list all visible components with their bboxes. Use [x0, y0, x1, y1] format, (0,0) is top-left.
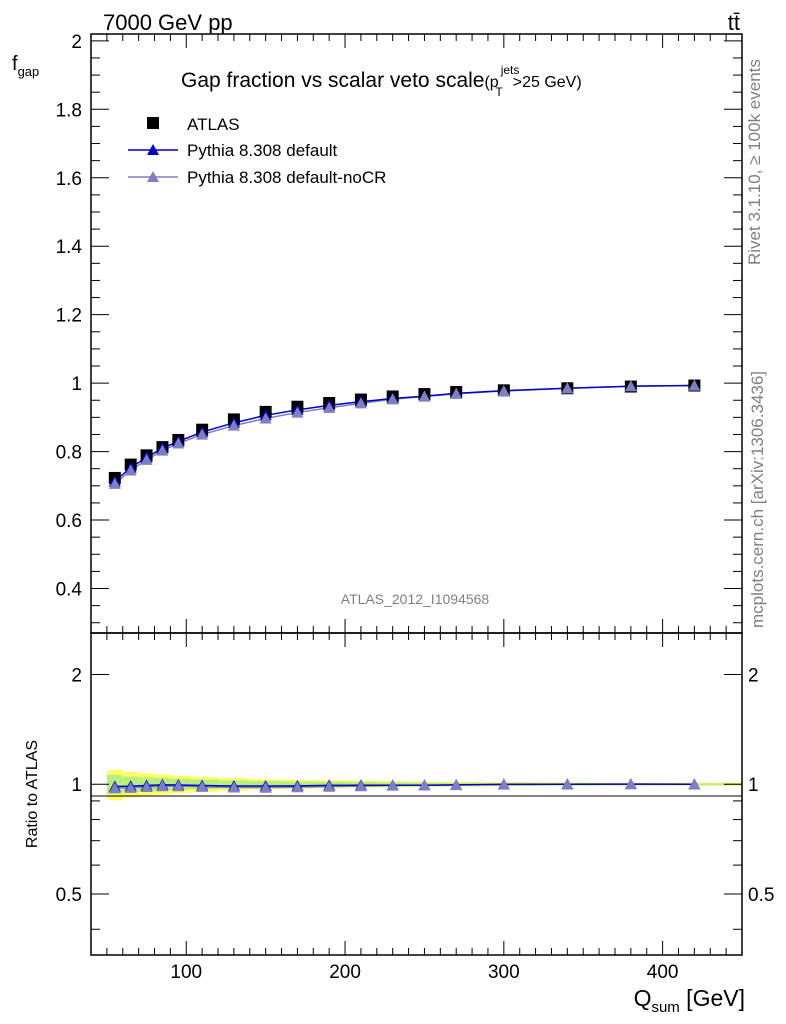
- ratio-y-label: Ratio to ATLAS: [24, 740, 41, 848]
- ratio-marker-nocr: [156, 780, 169, 792]
- main-y-label-sub: gap: [18, 64, 40, 79]
- series-marker-nocr: [561, 382, 574, 394]
- main-y-tick-label: 0.8: [56, 443, 82, 464]
- series-marker-nocr: [450, 387, 463, 399]
- ratio-marker-nocr: [291, 781, 304, 793]
- main-y-tick-label: 1.2: [56, 306, 82, 327]
- main-y-axis: 0.4 0.6 0.8 1 1.2 1.4 1.6 1.8 2: [56, 32, 742, 624]
- main-y-tick-label: 1.8: [56, 100, 82, 121]
- series-marker-nocr: [354, 397, 367, 409]
- chart-title-prefix: (p: [484, 74, 498, 91]
- ratio-marker-nocr: [124, 781, 137, 793]
- main-y-tick-label: 0.4: [56, 580, 83, 601]
- ratio-marker-nocr: [323, 780, 336, 792]
- series-marker-nocr: [124, 464, 137, 476]
- x-axis-label-main: Q: [634, 985, 652, 1011]
- process-label: tt̄: [728, 10, 740, 35]
- ratio-marker-nocr: [227, 781, 240, 793]
- series-marker-nocr: [172, 437, 185, 449]
- source-label: mcplots.cern.ch [arXiv:1306.3436]: [748, 371, 767, 628]
- legend-marker-nocr: [147, 171, 159, 182]
- energy-label: 7000 GeV pp: [103, 10, 233, 35]
- x-axis-label-sub: sum: [651, 999, 679, 1016]
- ratio-marker-nocr: [386, 779, 399, 791]
- series-marker-nocr: [688, 379, 701, 391]
- x-tick-label: 200: [329, 962, 361, 983]
- series-marker-nocr: [497, 385, 510, 397]
- legend-label-default: Pythia 8.308 default: [187, 141, 338, 160]
- series-marker-nocr: [108, 477, 121, 489]
- main-x-ticks: [106, 34, 743, 633]
- ratio-y-tick-label: 1: [71, 775, 82, 796]
- main-panel: 0.4 0.6 0.8 1 1.2 1.4 1.6 1.8 2 Gap fraction vs …: [12, 32, 743, 634]
- ratio-marker-nocr: [108, 782, 121, 794]
- ratio-marker-nocr: [418, 779, 431, 791]
- series-marker-nocr: [386, 393, 399, 405]
- main-y-tick-label: 1: [71, 374, 82, 395]
- ratio-y-tick-label-right: 1: [748, 775, 759, 796]
- x-tick-label: 300: [488, 962, 520, 983]
- chart-title-suffix: >25 GeV): [513, 74, 582, 91]
- main-y-tick-label: 0.6: [56, 511, 82, 532]
- series-marker-nocr: [624, 380, 637, 392]
- x-tick-label: 400: [647, 962, 679, 983]
- main-y-tick-label: 2: [71, 32, 82, 53]
- ratio-marker-nocr: [196, 780, 209, 792]
- series-marker-nocr: [259, 412, 272, 424]
- x-axis-label: Qsum [GeV]: [634, 985, 745, 1016]
- ratio-series: [108, 778, 701, 794]
- legend: ATLAS Pythia 8.308 default Pythia 8.308 …: [128, 115, 386, 187]
- series-marker-nocr: [418, 390, 431, 402]
- rivet-version-label: Rivet 3.1.10, ≥ 100k events: [745, 59, 764, 265]
- ratio-marker-nocr: [140, 780, 153, 793]
- main-y-label-main: f: [12, 53, 18, 75]
- main-y-tick-label: 1.4: [56, 237, 83, 258]
- ratio-frame: [90, 632, 743, 956]
- ratio-y-tick-label-right: 2: [748, 666, 759, 687]
- ratio-marker-nocr: [259, 781, 272, 793]
- series-marker-nocr: [140, 453, 153, 465]
- x-axis-label-unit: [GeV]: [680, 985, 745, 1011]
- legend-marker-default: [147, 144, 159, 155]
- analysis-label: ATLAS_2012_I1094568: [341, 591, 490, 607]
- series-marker-nocr: [291, 406, 304, 418]
- ratio-marker-nocr: [624, 778, 637, 790]
- ratio-marker-nocr: [561, 778, 574, 790]
- ratio-x-axis: 100 200 300 400: [106, 633, 743, 983]
- ratio-marker-nocr: [354, 780, 367, 792]
- ratio-y-tick-label-right: 0.5: [748, 885, 774, 906]
- chart-title-main: Gap fraction vs scalar veto scale: [181, 69, 484, 92]
- main-y-tick-label: 1.6: [56, 169, 82, 190]
- ratio-y-axis: 0.5 0.5 1 1 2 2: [56, 666, 774, 930]
- ratio-marker-nocr: [172, 780, 185, 792]
- ratio-marker-nocr: [688, 778, 701, 790]
- chart-title-sup: jets: [500, 63, 520, 77]
- main-y-label: fgap: [12, 53, 39, 79]
- chart-title-sub: T: [495, 85, 503, 99]
- ratio-panel: 0.5 0.5 1 1 2 2 100 200 300 400 Ratio to ATLAS Q…: [24, 632, 774, 1016]
- band-inner-segment: [662, 783, 742, 786]
- chart-title: Gap fraction vs scalar veto scale(pjets T…: [181, 63, 582, 99]
- series-marker-nocr: [323, 401, 336, 413]
- ratio-marker-nocr: [497, 778, 510, 790]
- series-marker-nocr: [227, 419, 240, 431]
- series-marker-nocr: [196, 428, 209, 440]
- main-series: [108, 379, 701, 489]
- x-tick-label: 100: [170, 962, 202, 983]
- legend-label-nocr: Pythia 8.308 default-noCR: [187, 168, 386, 187]
- legend-marker-atlas: [147, 117, 159, 129]
- ratio-marker-nocr: [450, 779, 463, 791]
- series-marker-nocr: [156, 444, 169, 456]
- legend-label-atlas: ATLAS: [187, 115, 240, 134]
- ratio-y-tick-label: 0.5: [56, 885, 82, 906]
- ratio-y-tick-label: 2: [71, 666, 82, 687]
